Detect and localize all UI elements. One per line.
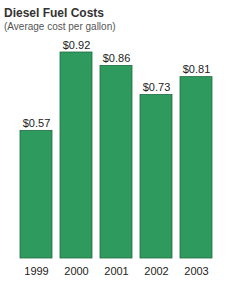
svg-text:2000: 2000 [64,265,88,277]
svg-text:$0.73: $0.73 [143,81,171,93]
svg-text:$0.57: $0.57 [23,117,51,129]
html-text:(Average cost per gallon): (Average cost per gallon) [4,21,116,32]
svg-text:$0.92: $0.92 [63,39,91,51]
svg-text:2001: 2001 [104,265,128,277]
svg-text:2003: 2003 [184,265,208,277]
svg-text:1999: 1999 [24,265,48,277]
svg-text:2002: 2002 [144,265,168,277]
svg-text:$0.86: $0.86 [103,52,131,64]
svg-text:$0.81: $0.81 [183,63,211,75]
html-text:Diesel Fuel Costs: Diesel Fuel Costs [4,6,104,20]
